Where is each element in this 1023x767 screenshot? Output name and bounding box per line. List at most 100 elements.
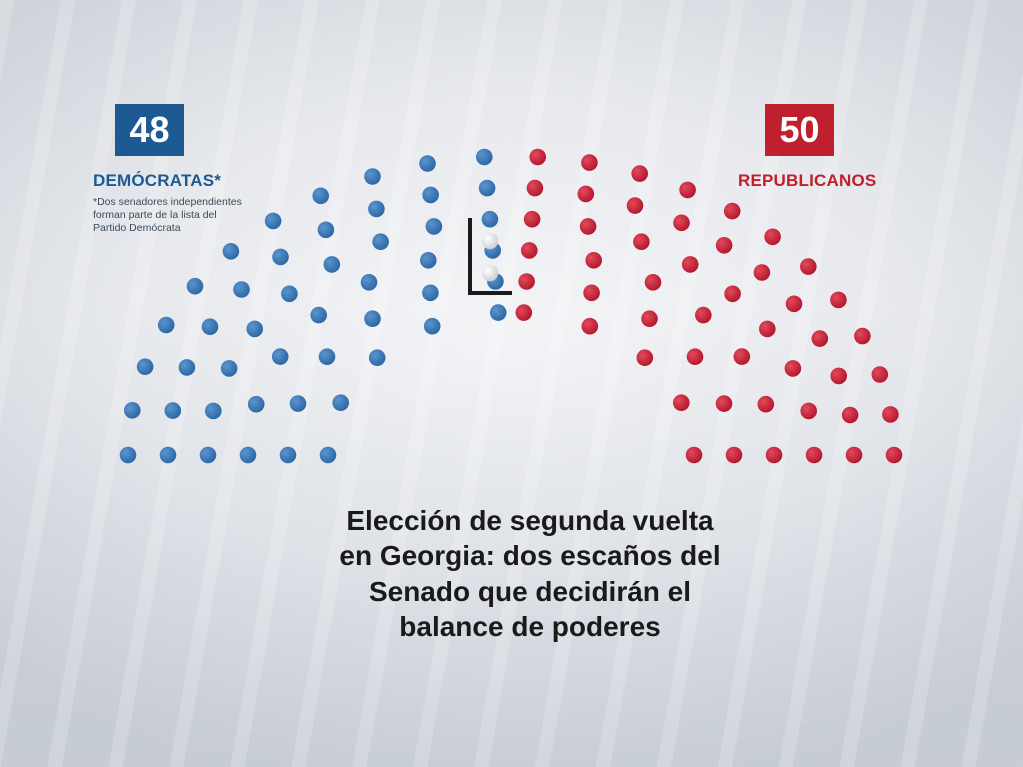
republican-seat [579,218,597,235]
republican-seat [685,446,703,464]
democrat-seat [364,310,381,328]
republican-seat [845,446,863,464]
democrat-seat [312,187,330,205]
independents-footnote: *Dos senadores independientes forman par… [93,196,242,235]
republican-seat [673,214,690,232]
republican-seat [521,242,538,259]
republican-seat [644,274,662,291]
republican-seat [679,181,696,199]
republican-seat [830,291,847,309]
democrat-seat [281,285,298,303]
republican-seat [784,360,802,377]
republican-seat [518,273,535,290]
democrat-seat [422,186,439,204]
democrat-seat [332,394,350,412]
republican-seat [811,330,829,347]
democrat-seat [489,304,507,321]
democrat-seat [420,251,437,269]
undecided-seat [481,264,499,282]
republican-seat [733,348,751,365]
undecided-seat [481,232,499,250]
democrat-seat [476,148,493,166]
democrat-seat [317,221,335,239]
democrat-seat [368,349,386,367]
republican-seat [765,446,783,464]
republican-seat [523,210,541,228]
democrat-seat [481,210,499,228]
republican-seat [686,348,704,366]
republicans-count-badge: 50 [765,104,834,156]
democrat-seat [264,212,282,230]
republican-seat [725,446,743,464]
democrat-seat [157,316,175,334]
republican-seat [631,165,648,182]
democrat-seat [372,233,389,250]
democrat-seat [423,317,441,335]
democrat-seat [124,402,141,419]
democrat-seat [136,358,154,376]
democrat-seat [239,446,257,464]
republican-seat [585,251,602,269]
republican-seat [854,327,871,345]
republican-seat [633,233,650,250]
republican-seat [841,406,859,424]
democrats-label: DEMÓCRATAS* [93,171,222,190]
democrat-seat [279,446,297,464]
democrat-seat [422,284,439,302]
democrat-seat [289,395,307,412]
democrat-seat [247,395,265,413]
democrat-seat [310,306,328,324]
democrat-seat [246,320,263,338]
republican-seat [759,320,776,338]
republican-seat [723,202,741,220]
democrat-seat [419,155,436,172]
republican-seat [673,394,690,412]
republican-seat [785,295,803,313]
republican-seat [515,304,533,321]
republican-seat [695,306,712,324]
republican-seat [583,284,600,302]
democrat-seat [186,277,204,295]
democrat-seat [220,360,238,377]
democrats-count-badge: 48 [115,104,184,156]
democrat-seat [159,446,177,464]
democrat-seat [272,248,289,266]
republicans-label: REPUBLICANOS [738,171,877,190]
republican-seat [724,285,741,303]
democrat-seat [178,359,196,376]
republican-seat [715,395,733,412]
democrat-seat [271,348,289,365]
democrat-seat [323,256,341,273]
republican-seat [526,179,544,197]
republican-seat [753,264,771,281]
democrat-seat [318,348,336,366]
republican-seat [581,154,598,171]
democrat-seat [119,446,137,464]
republican-seat [764,228,781,246]
democrat-seat [368,200,385,218]
democrat-seat [233,281,250,298]
democrat-seat [201,318,219,336]
republican-seat [529,148,546,166]
headline: Elección de segunda vuelta en Georgia: d… [339,505,721,642]
republican-seat [641,310,658,328]
republican-seat [885,446,903,464]
republican-seat [882,406,899,423]
republican-seat [800,258,817,275]
republican-seat [581,317,599,335]
republican-seat [757,395,775,413]
republican-seat [636,349,654,367]
democrat-seat [425,218,443,235]
republican-seat [626,197,644,214]
democrat-seat [164,402,182,419]
georgia-bracket [468,218,512,295]
republican-seat [800,402,817,420]
democrat-seat [478,179,496,197]
democrat-seat [319,446,337,464]
republican-seat [681,256,699,273]
republican-seat [577,185,595,203]
republican-seat [715,237,733,254]
democrat-seat [222,243,240,260]
